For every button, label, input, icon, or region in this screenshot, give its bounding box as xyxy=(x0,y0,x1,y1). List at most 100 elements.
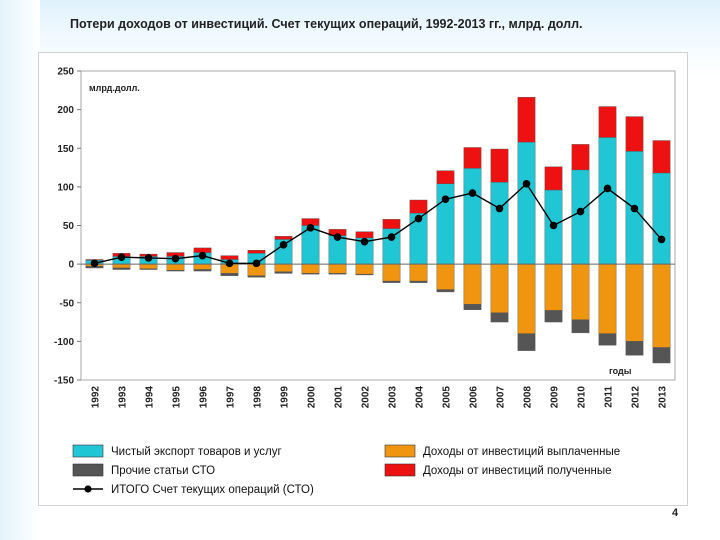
total-point xyxy=(657,235,666,244)
bar-other xyxy=(463,304,482,310)
bar-inv_received xyxy=(409,199,428,214)
x-tick-label: 2010 xyxy=(577,386,588,409)
legend-label-inv_paid: Доходы от инвестиций выплаченные xyxy=(423,446,620,458)
bar-inv_received xyxy=(436,170,455,184)
bar-other xyxy=(247,275,266,278)
x-tick-label: 2007 xyxy=(496,386,507,409)
y-tick-label: 0 xyxy=(68,260,74,271)
legend-swatch-other xyxy=(72,463,104,477)
bar-other xyxy=(193,269,212,272)
x-tick-label: 2011 xyxy=(604,386,615,408)
x-tick-label: 2001 xyxy=(334,386,345,409)
bar-other xyxy=(490,312,509,323)
bar-other xyxy=(112,267,131,270)
bar-inv_received xyxy=(463,147,482,169)
x-tick-label: 2005 xyxy=(442,386,453,409)
legend-swatch-marker xyxy=(84,485,92,493)
bar-inv_paid xyxy=(409,263,428,282)
legend-swatch-exports xyxy=(72,444,104,458)
total-point xyxy=(549,221,558,230)
legend-label-inv_received: Доходы от инвестиций полученные xyxy=(423,465,612,477)
total-point xyxy=(306,224,315,232)
x-tick-label: 2008 xyxy=(523,386,534,409)
bar-inv_paid xyxy=(193,263,212,270)
legend-label-exports: Чистый экспорт товаров и услуг xyxy=(111,446,282,458)
total-point xyxy=(468,189,477,197)
x-tick-label: 2002 xyxy=(361,386,372,409)
x-tick-label: 2013 xyxy=(658,386,669,409)
total-point xyxy=(522,179,531,188)
bar-inv_paid xyxy=(382,263,401,282)
total-point xyxy=(279,241,288,249)
bar-other xyxy=(382,280,401,283)
bar-inv_paid xyxy=(490,263,509,313)
bars xyxy=(85,97,671,364)
total-point xyxy=(603,184,612,193)
x-tick-label: 2004 xyxy=(415,386,426,409)
bar-other xyxy=(625,341,644,356)
bar-other xyxy=(436,289,455,293)
total-point xyxy=(576,207,585,216)
legend-label-other: Прочие статьи СТО xyxy=(111,465,215,477)
x-axis: 1992 1993 1994 1995 1996 1997 1998 1999 2000 2001… xyxy=(91,386,669,409)
bar-exports xyxy=(571,169,590,265)
bar-inv_received xyxy=(544,166,563,191)
x-tick-label: 1997 xyxy=(226,386,237,409)
bar-inv_paid xyxy=(517,263,536,334)
bar-inv_received xyxy=(571,144,590,171)
bar-inv_received xyxy=(382,219,401,229)
bar-inv_paid xyxy=(328,263,347,274)
bar-other xyxy=(301,273,320,275)
y-axis-unit-label: млрд.долл. xyxy=(89,83,140,93)
x-axis-label: годы xyxy=(609,366,632,376)
bar-other xyxy=(166,270,185,272)
bar-inv_paid xyxy=(625,263,644,342)
legend-label-total: ИТОГО Счет текущих операций (СТО) xyxy=(111,484,314,496)
page-number: 4 xyxy=(672,507,679,519)
x-tick-label: 2000 xyxy=(307,386,318,409)
y-axis: 250 200 150 100 50 0 -50 -100 -150 xyxy=(54,67,81,387)
bar-exports xyxy=(490,182,509,265)
bar-inv_received xyxy=(247,250,266,254)
x-tick-label: 2012 xyxy=(631,386,642,409)
bar-inv_paid xyxy=(112,263,131,269)
bar-inv_received xyxy=(274,236,293,240)
x-tick-label: 1995 xyxy=(172,386,183,409)
bar-other xyxy=(328,273,347,275)
bar-inv_received xyxy=(625,116,644,152)
bar-inv_paid xyxy=(436,263,455,290)
y-tick-label: 100 xyxy=(57,182,74,193)
total-point xyxy=(252,259,261,268)
bar-inv_paid xyxy=(463,263,482,305)
bar-other xyxy=(598,333,617,346)
bar-other xyxy=(571,319,590,334)
total-point xyxy=(333,233,342,241)
bar-inv_paid xyxy=(571,263,590,320)
total-point xyxy=(387,233,396,241)
bar-inv_paid xyxy=(652,263,671,348)
bar-other xyxy=(544,310,563,323)
bar-inv_paid xyxy=(544,263,563,311)
total-point xyxy=(90,259,99,268)
bar-other xyxy=(355,273,374,276)
x-tick-label: 2003 xyxy=(388,386,399,409)
x-tick-label: 1992 xyxy=(91,386,102,409)
x-tick-label: 1999 xyxy=(280,386,291,409)
total-point xyxy=(441,195,450,204)
y-tick-label: -150 xyxy=(54,376,74,387)
bar-other xyxy=(517,333,536,351)
x-tick-label: 1996 xyxy=(199,386,210,409)
total-point xyxy=(144,254,153,262)
total-point xyxy=(630,204,639,213)
bar-other xyxy=(220,273,239,276)
x-tick-label: 2006 xyxy=(469,386,480,409)
x-tick-label: 2009 xyxy=(550,386,561,409)
total-point xyxy=(117,253,126,261)
y-tick-label: -50 xyxy=(60,298,75,309)
legend-swatch-inv_received xyxy=(384,463,416,477)
slide-title: Потери доходов от инвестиций. Счет текущ… xyxy=(70,17,583,31)
total-line-path xyxy=(94,182,663,265)
bar-inv_paid xyxy=(301,263,320,274)
x-tick-label: 1994 xyxy=(145,386,156,409)
